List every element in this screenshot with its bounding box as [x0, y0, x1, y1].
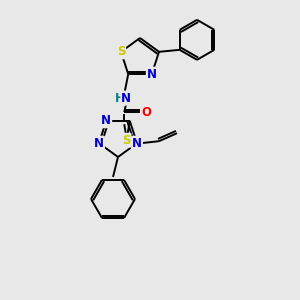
Text: N: N [121, 92, 131, 105]
Text: O: O [141, 106, 151, 119]
Text: N: N [147, 68, 157, 81]
Text: H: H [115, 92, 125, 105]
Text: S: S [122, 134, 130, 147]
Text: N: N [94, 137, 104, 150]
Text: N: N [101, 114, 111, 127]
Text: S: S [117, 45, 125, 58]
Text: N: N [132, 137, 142, 150]
